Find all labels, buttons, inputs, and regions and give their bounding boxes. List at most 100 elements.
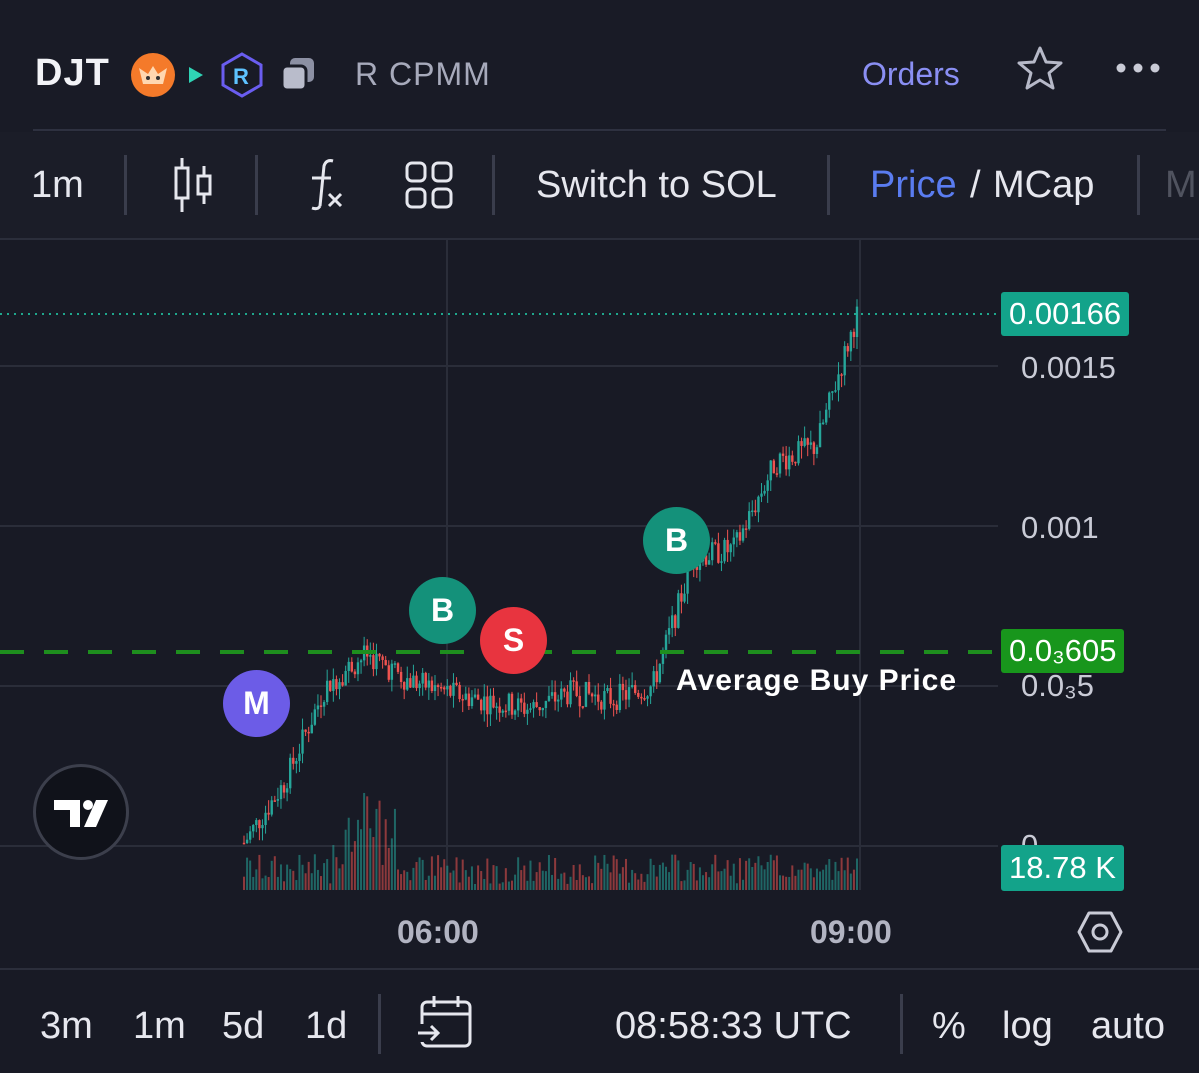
candle-body (270, 800, 273, 815)
settings-icon[interactable] (1077, 910, 1123, 954)
range-3m[interactable]: 3m (40, 1005, 93, 1047)
volume-bar (797, 869, 800, 890)
candle-body (359, 660, 363, 663)
time-readout[interactable]: 08:58:33 UTC (615, 1005, 852, 1047)
candle-body (532, 702, 535, 709)
candle-body (729, 544, 732, 553)
volume-bar (547, 855, 550, 890)
range-1m[interactable]: 1m (133, 1005, 186, 1047)
volume-bar (421, 859, 424, 890)
volume-bar (310, 873, 313, 890)
sell-marker[interactable]: S (480, 607, 547, 674)
volume-bar (295, 880, 298, 890)
buy-marker[interactable]: B (409, 577, 476, 644)
range-5d[interactable]: 5d (222, 1005, 265, 1047)
candle-body (803, 438, 806, 446)
auto-toggle[interactable]: auto (1091, 1005, 1165, 1047)
volume-bar (316, 869, 319, 890)
volume-bar (569, 876, 572, 890)
candle-body (473, 694, 477, 698)
footer-separator (378, 994, 381, 1054)
volume-bar (812, 877, 815, 890)
volume-bar (578, 864, 581, 890)
switch-to-sol-button[interactable]: Switch to SOL (536, 164, 777, 206)
volume-bar (714, 854, 717, 890)
toolbar-overflow-item[interactable]: M (1165, 164, 1197, 206)
volume-bar (307, 861, 310, 890)
volume-bar (809, 868, 812, 890)
candle-body (424, 672, 427, 688)
volume-bar (415, 862, 418, 890)
tradingview-logo[interactable] (33, 764, 129, 860)
layout-grid-icon[interactable] (404, 160, 454, 210)
volume-bar (286, 864, 289, 890)
volume-bar (464, 870, 467, 890)
candle-body (760, 493, 763, 497)
volume-bar (723, 868, 726, 890)
volume-bar (782, 875, 785, 890)
candle-body (609, 688, 612, 704)
candle-body (310, 724, 313, 734)
candle-body (821, 422, 825, 425)
price-chart[interactable] (0, 240, 1199, 900)
star-icon[interactable] (1015, 44, 1065, 94)
candle-body (344, 670, 347, 686)
volume-bar (360, 829, 363, 890)
candle-body (680, 593, 683, 602)
candle-body (369, 655, 372, 657)
time-tick-0900: 09:00 (810, 914, 892, 950)
log-toggle[interactable]: log (1002, 1005, 1053, 1047)
candle-body (711, 542, 714, 561)
more-icon[interactable] (1113, 58, 1163, 78)
range-1d[interactable]: 1d (305, 1005, 348, 1047)
copy-icon[interactable] (278, 54, 318, 94)
volume-bar (588, 876, 591, 890)
candle-type-icon[interactable] (170, 156, 218, 214)
candle-body (319, 705, 323, 707)
volume-bar (705, 872, 708, 890)
volume-bar (819, 871, 822, 890)
volume-bar (529, 860, 532, 890)
candle-body (298, 753, 301, 762)
indicators-icon[interactable] (300, 156, 346, 212)
migration-marker[interactable]: M (223, 670, 290, 737)
average-price-tag: 0.0₃605 (1001, 629, 1125, 673)
candle-body (338, 682, 341, 690)
volume-bar (273, 856, 276, 890)
volume-bar (831, 879, 834, 890)
volume-bar (649, 858, 652, 890)
candle-body (529, 708, 532, 710)
volume-bar (735, 883, 738, 890)
time-tick-0600: 06:00 (397, 914, 479, 950)
candle-body (766, 480, 769, 491)
candle-body (322, 702, 326, 707)
calendar-goto-icon[interactable] (416, 994, 474, 1050)
average-buy-price-label: Average Buy Price (676, 664, 958, 697)
price-toggle[interactable]: Price (870, 164, 957, 206)
candle-body (452, 682, 455, 696)
mcap-toggle[interactable]: MCap (993, 164, 1095, 206)
volume-bar (757, 856, 760, 890)
candle-body (824, 409, 828, 423)
toolbar-divider (124, 155, 127, 215)
volume-bar (683, 880, 686, 890)
interval-selector[interactable]: 1m (31, 164, 84, 206)
volume-bar (834, 861, 837, 890)
candle-body (292, 757, 295, 764)
toolbar-divider (1137, 155, 1140, 215)
candle-body (646, 696, 649, 699)
buy-marker[interactable]: B (643, 507, 710, 574)
candle-body (597, 694, 600, 702)
orders-button[interactable]: Orders (862, 56, 960, 92)
candle-body (686, 567, 689, 594)
volume-bar (738, 858, 741, 890)
candle-body (412, 675, 415, 688)
candle-body (304, 729, 307, 732)
volume-bar (477, 865, 480, 890)
volume-bar (591, 883, 594, 890)
volume-bar (840, 857, 843, 890)
percent-toggle[interactable]: % (932, 1005, 966, 1047)
candle-body (670, 615, 674, 629)
candle-body (372, 655, 375, 670)
volume-bar (400, 874, 403, 890)
